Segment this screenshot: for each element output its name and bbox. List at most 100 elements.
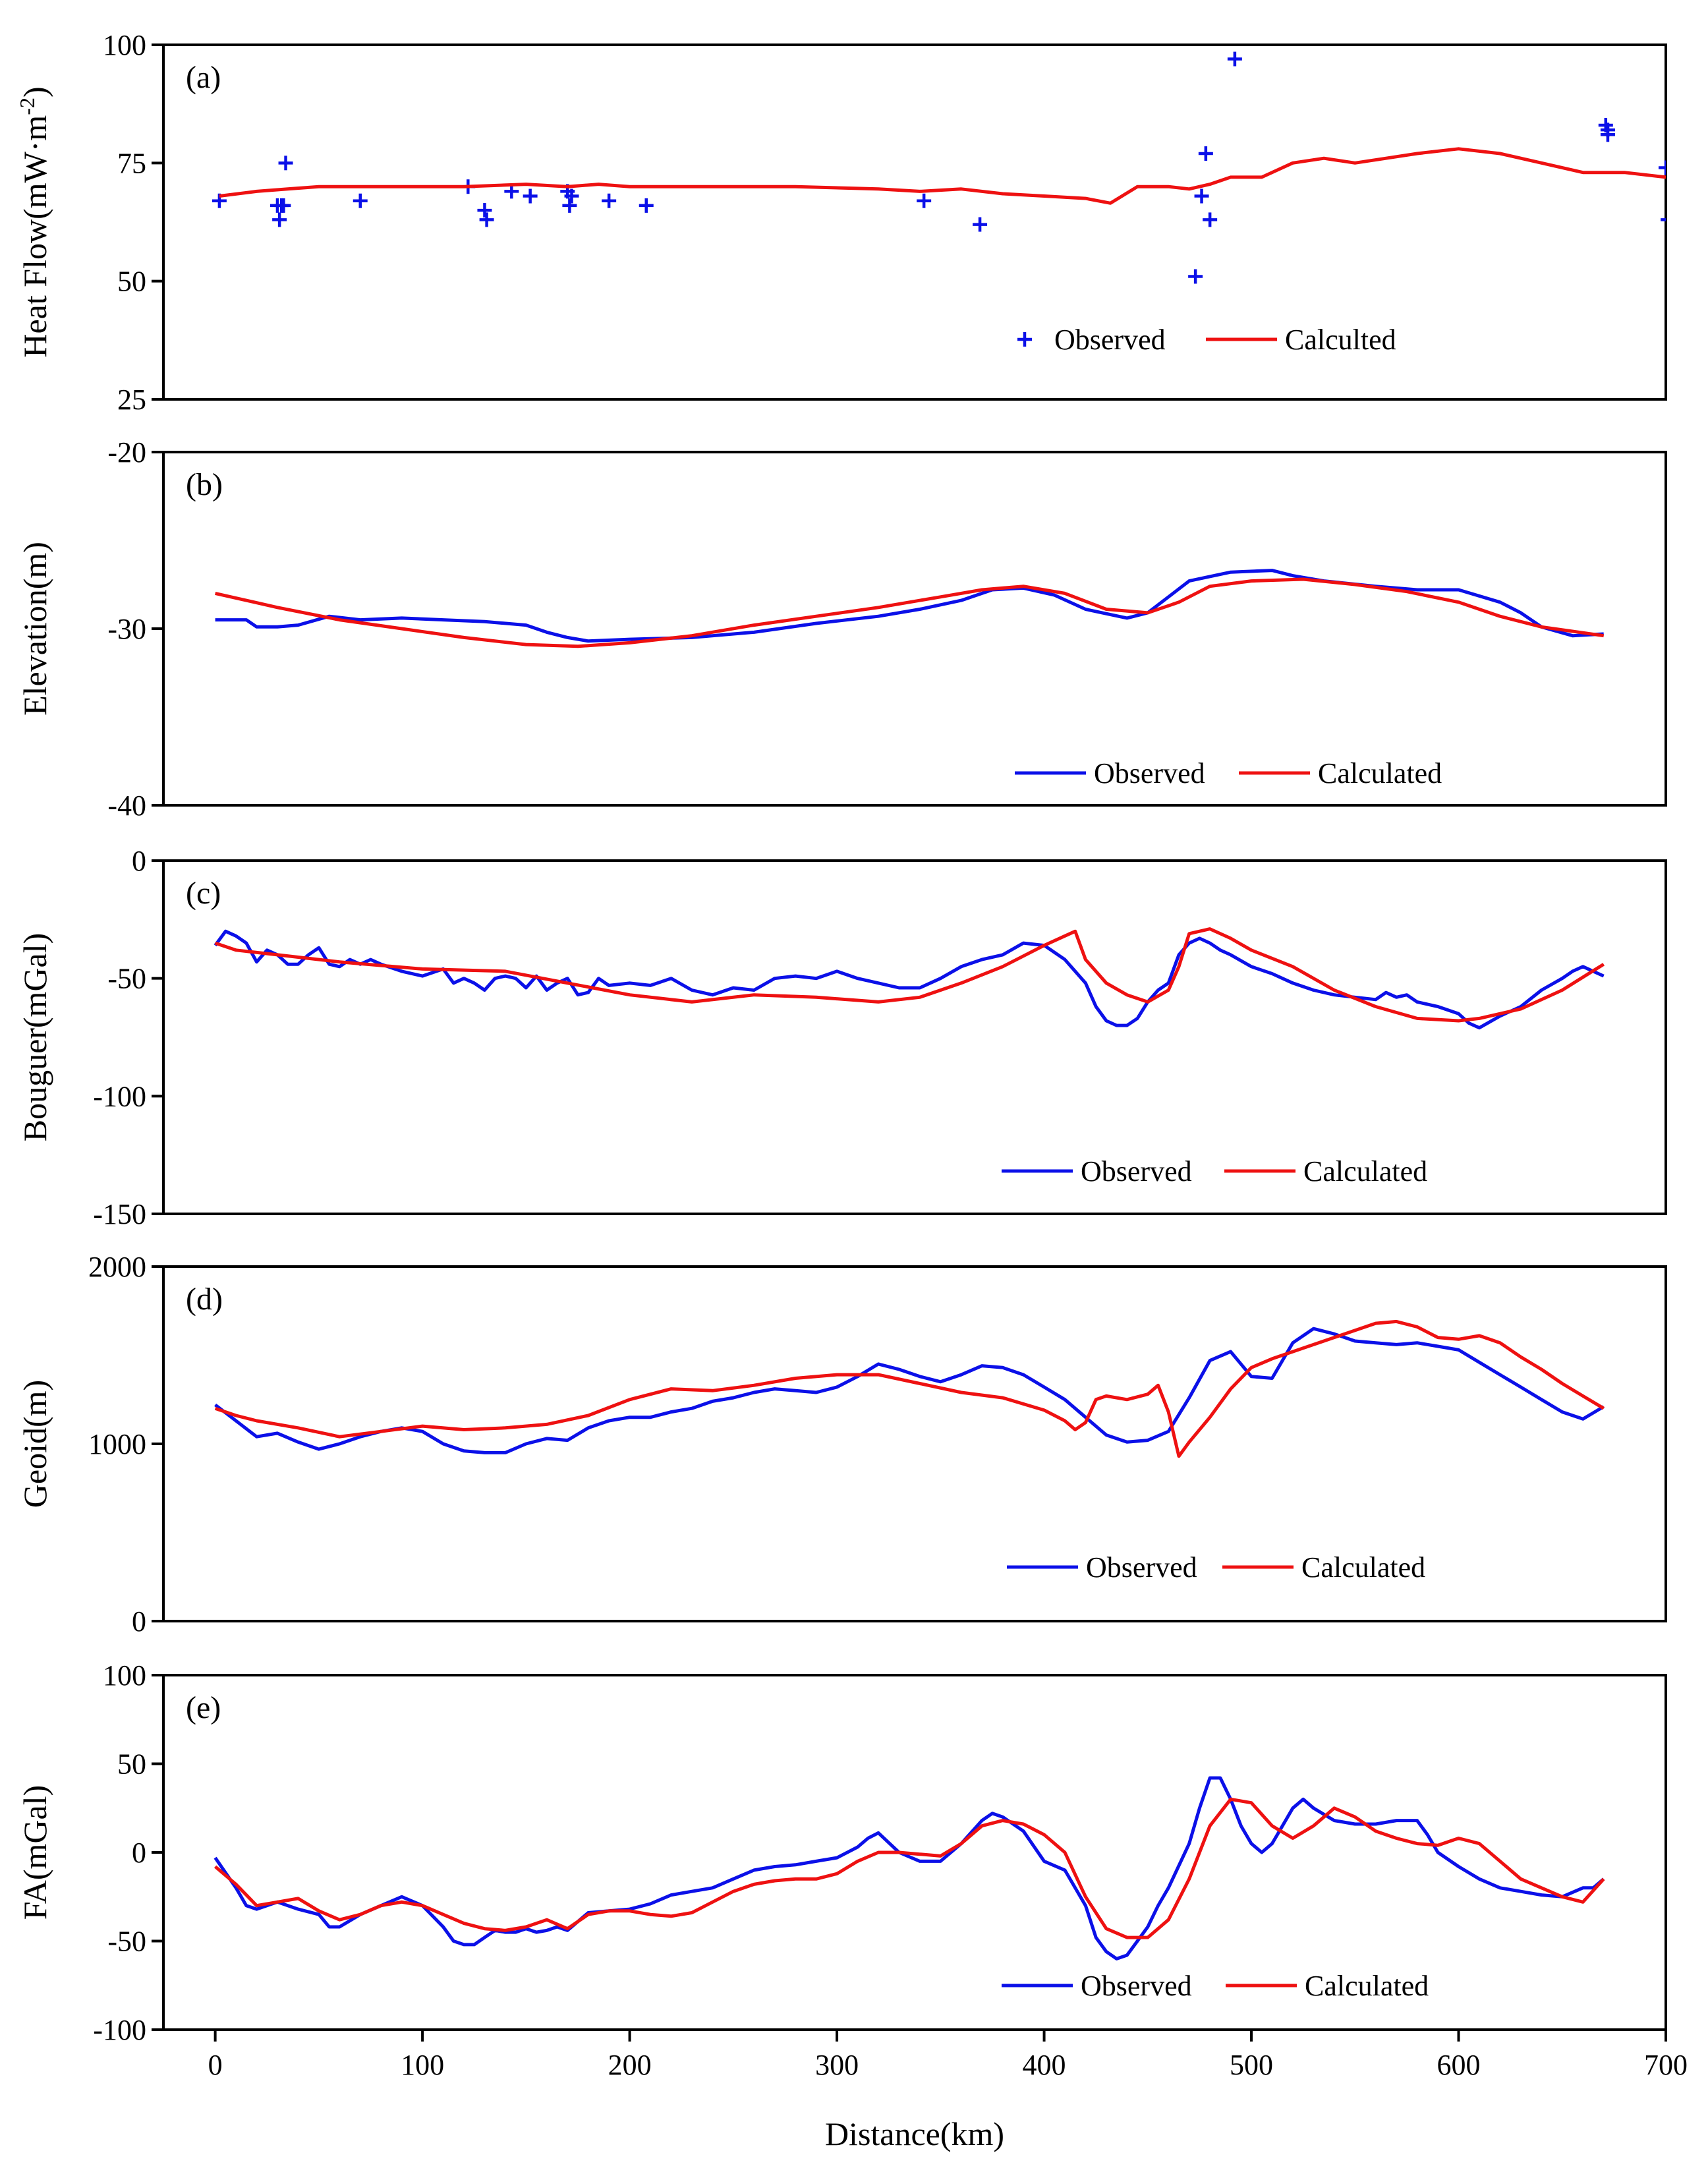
legend-observed-label: Observed — [1094, 757, 1205, 789]
calculated-line — [215, 577, 1605, 648]
y-tick-label: 100 — [103, 1659, 146, 1692]
x-tick-label: 700 — [1644, 2049, 1688, 2081]
observed-point — [523, 188, 538, 204]
observed-point — [562, 198, 577, 213]
panel-d: 0 1000 2000 (d) Geoid(m) Observed Calculated — [16, 1251, 1667, 1638]
panel-label: (b) — [186, 467, 223, 502]
observed-point — [1188, 269, 1203, 284]
panel-label: (a) — [186, 60, 221, 95]
observed-point — [973, 217, 988, 232]
panel-c: -150 -100 -50 0 (c) Bouguer(mGal) Observed Calc… — [16, 845, 1667, 1230]
observed-point — [1600, 127, 1615, 142]
observed-point — [917, 193, 932, 208]
legend: Observed Calculated — [1002, 1155, 1427, 1187]
plot-area — [214, 927, 1605, 1030]
observed-point — [276, 198, 291, 213]
observed-markers — [212, 51, 1666, 284]
y-tick-label: 0 — [132, 1837, 146, 1869]
calculated-line — [214, 1319, 1605, 1458]
legend: Observed Calculted — [1017, 324, 1396, 356]
legend: Observed Calculated — [1002, 1970, 1429, 2002]
plot-frame — [162, 451, 1667, 807]
y-axis-title: Geoid(m) — [16, 1380, 53, 1508]
observed-point — [479, 212, 494, 227]
y-axis-title: Elevation(m) — [16, 542, 53, 716]
calculated-line — [219, 147, 1666, 205]
y-axis-title: Heat Flow(mW·m-2) — [15, 86, 53, 357]
y-tick-label: 1000 — [88, 1428, 146, 1460]
calculated-line — [214, 927, 1605, 1023]
x-tick-label: 300 — [815, 2049, 859, 2081]
y-tick-label: 2000 — [88, 1251, 146, 1283]
y-tick-label: -150 — [93, 1198, 146, 1230]
legend-calculated-label: Calculated — [1303, 1155, 1427, 1187]
y-tick-label: 100 — [103, 29, 146, 61]
plot-frame — [162, 859, 1667, 1215]
legend-calculated-label: Calculated — [1301, 1551, 1425, 1584]
y-tick-label: -20 — [107, 436, 146, 469]
y-tick-label: 25 — [117, 384, 146, 416]
observed-point — [1198, 146, 1213, 161]
observed-point — [1661, 218, 1666, 221]
calculated-line — [214, 1797, 1605, 1939]
legend: Observed Calculated — [1015, 757, 1442, 789]
observed-line — [215, 569, 1604, 643]
plot-frame — [162, 1265, 1667, 1622]
x-tick-label: 0 — [208, 2049, 223, 2081]
legend-observed-label: Observed — [1086, 1551, 1197, 1584]
x-axis-title: Distance(km) — [825, 2115, 1004, 2152]
legend-calculated-label: Calculted — [1285, 324, 1396, 356]
legend-observed-label: Observed — [1054, 324, 1166, 356]
y-tick-label: -100 — [93, 1080, 146, 1112]
panel-label: (d) — [186, 1282, 223, 1317]
observed-line — [214, 1327, 1605, 1454]
observed-line — [214, 1776, 1605, 1960]
legend-observed-label: Observed — [1081, 1970, 1192, 2002]
y-tick-label: -30 — [107, 613, 146, 645]
observed-point — [1659, 160, 1666, 175]
y-tick-label: 50 — [117, 1748, 146, 1781]
y-tick-label: -40 — [107, 789, 146, 822]
y-tick-label: 0 — [132, 1605, 146, 1638]
observed-point — [272, 212, 287, 227]
x-tick-label: 400 — [1023, 2049, 1066, 2081]
observed-point — [1203, 212, 1218, 227]
plot-area — [214, 1319, 1605, 1458]
plot-area — [215, 569, 1605, 648]
observed-point — [1194, 188, 1209, 204]
plot-area — [214, 1776, 1605, 1960]
legend-observed-label: Observed — [1081, 1155, 1192, 1187]
panel-label: (c) — [186, 876, 221, 911]
x-tick-label: 600 — [1437, 2049, 1481, 2081]
observed-point — [564, 188, 579, 204]
plot-frame — [162, 43, 1667, 401]
observed-point — [639, 198, 654, 213]
legend: Observed Calculated — [1007, 1551, 1425, 1584]
panel-label: (e) — [186, 1690, 221, 1725]
plot-area — [212, 51, 1666, 284]
y-tick-label: -50 — [107, 963, 146, 995]
panel-e: -100 -50 0 50 100 (e) FA(mGal) Observed Calculat… — [16, 1659, 1667, 2046]
x-tick-label: 500 — [1230, 2049, 1273, 2081]
panel-b: -40 -30 -20 (b) Elevation(m) Observed Calculat… — [16, 436, 1667, 822]
y-tick-label: 0 — [132, 845, 146, 877]
observed-point — [477, 203, 492, 218]
x-tick-label: 100 — [401, 2049, 444, 2081]
legend-calculated-label: Calculated — [1305, 1970, 1429, 2002]
observed-line — [214, 929, 1605, 1030]
observed-point — [278, 156, 293, 171]
y-axis-title: FA(mGal) — [16, 1785, 53, 1920]
observed-point — [602, 193, 617, 208]
y-axis-title: Bouguer(mGal) — [16, 933, 53, 1142]
legend-calculated-label: Calculated — [1318, 757, 1442, 789]
y-axis-title-sup: -2 — [15, 98, 39, 115]
y-tick-label: -50 — [107, 1926, 146, 1958]
y-axis-title-main: Heat Flow(mW·m — [16, 115, 53, 358]
y-tick-label: -100 — [93, 2014, 146, 2046]
observed-point — [1227, 51, 1242, 67]
x-axis: 0 100 200 300 400 500 600 700 Distance(km) — [208, 2030, 1688, 2152]
observed-point — [353, 193, 368, 208]
y-tick-label: 75 — [117, 147, 146, 179]
y-axis-title-close: ) — [16, 86, 53, 98]
